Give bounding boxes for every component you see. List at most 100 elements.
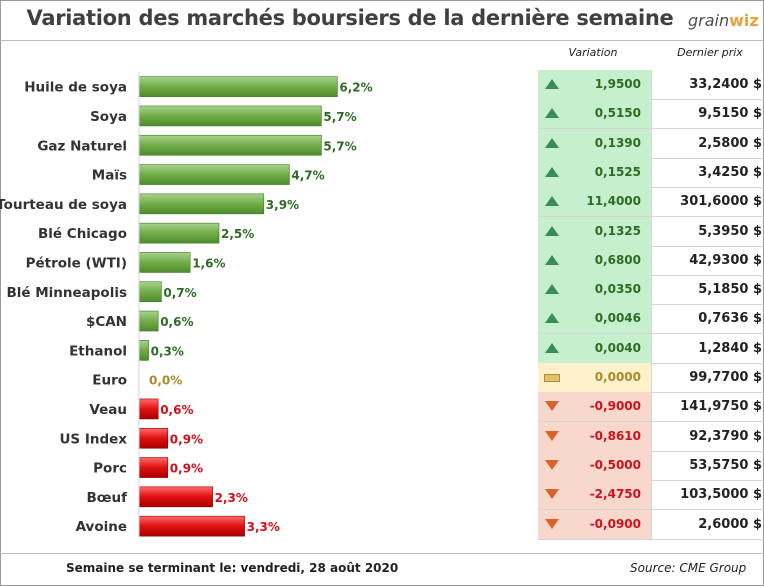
variation-cell: -0,5000 <box>538 450 651 480</box>
triangle-down-icon <box>545 489 559 500</box>
price-cell: 92,3790 $ <box>689 428 762 444</box>
value-label: 0,6% <box>160 403 193 417</box>
triangle-up-icon <box>545 284 559 295</box>
category-label: Soya <box>90 109 127 125</box>
price-cell: 5,1850 $ <box>698 282 762 298</box>
triangle-up-icon <box>545 196 559 207</box>
variation-cell: 1,9500 <box>538 70 651 99</box>
category-label: Pétrole (WTI) <box>26 255 127 271</box>
bar <box>138 105 322 127</box>
bar <box>138 76 338 97</box>
value-label: 5,7% <box>323 139 356 153</box>
variation-value: 11,4000 <box>586 194 641 209</box>
price-cell: 103,5000 $ <box>680 487 762 503</box>
triangle-down-icon <box>545 518 559 529</box>
table-column-divider <box>651 70 652 539</box>
triangle-up-icon <box>545 225 559 236</box>
value-label: 2,3% <box>215 491 248 505</box>
category-label: Blé Chicago <box>38 226 127 242</box>
source-note: Source: CME Group <box>630 561 747 575</box>
bar <box>138 252 191 273</box>
value-label: 4,7% <box>291 169 324 183</box>
triangle-up-icon <box>545 342 559 353</box>
bar <box>138 164 290 185</box>
variation-value: 0,0040 <box>594 340 641 355</box>
table-row: -0,8610 92,3790 $ <box>538 421 764 452</box>
category-label: Tourteau de soya <box>0 197 127 213</box>
variation-value: -0,8610 <box>589 428 641 443</box>
footer-divider <box>0 553 764 554</box>
variation-cell: 0,1525 <box>538 157 651 187</box>
bar <box>138 281 162 303</box>
value-label: 3,3% <box>247 520 280 534</box>
variation-cell: 0,1390 <box>538 128 651 158</box>
value-label: 5,7% <box>323 110 356 124</box>
variation-cell: 0,0000 <box>538 363 651 392</box>
bar-chart: Huile de soya 6,2% Soya 5,7% Gaz Naturel 5,7%… <box>0 72 373 537</box>
price-cell: 33,2400 $ <box>689 77 762 92</box>
variation-value: 0,0350 <box>594 282 641 297</box>
triangle-up-icon <box>545 313 559 324</box>
variation-value: 0,0046 <box>594 311 641 326</box>
category-label: Huile de soya <box>24 80 127 96</box>
value-label: 0,0% <box>149 374 182 388</box>
variation-cell: -0,8610 <box>538 421 651 451</box>
value-label: 0,6% <box>160 315 193 329</box>
category-label: $CAN <box>86 314 127 330</box>
category-label: Bœuf <box>86 490 127 506</box>
variation-value: -0,9000 <box>589 399 641 414</box>
price-cell: 42,9300 $ <box>689 252 762 268</box>
category-label: Gaz Naturel <box>37 138 127 154</box>
bar <box>138 134 322 156</box>
table-row: 11,4000 301,6000 $ <box>538 187 764 218</box>
category-label: Euro <box>92 373 127 389</box>
triangle-down-icon <box>545 401 559 412</box>
bar <box>138 427 169 449</box>
bar <box>138 457 169 478</box>
triangle-down-icon <box>545 430 559 441</box>
price-cell: 99,7700 $ <box>689 370 762 385</box>
variation-column-header: Variation <box>568 46 618 59</box>
week-ending-note: Semaine se terminant le: vendredi, 28 ao… <box>66 561 399 575</box>
variation-cell: -2,4750 <box>538 480 651 510</box>
variation-cell: 0,0046 <box>538 304 651 334</box>
table-row: 0,0040 1,2840 $ <box>538 333 764 364</box>
price-cell: 5,3950 $ <box>698 223 762 239</box>
price-column-header: Dernier prix <box>677 46 743 59</box>
category-label: Blé Minneapolis <box>6 285 127 301</box>
price-cell: 0,7636 $ <box>698 311 762 327</box>
table-row: 0,1390 2,5800 $ <box>538 128 764 159</box>
variation-cell: -0,9000 <box>538 392 651 422</box>
triangle-up-icon <box>545 166 559 177</box>
variation-cell: -0,0900 <box>538 509 651 539</box>
value-label: 0,3% <box>151 344 184 358</box>
variation-value: -2,4750 <box>589 487 641 502</box>
grainwiz-logo: grainwiz <box>688 11 759 30</box>
bar <box>138 515 245 537</box>
variation-value: 1,9500 <box>594 77 641 91</box>
price-cell: 301,6000 $ <box>680 194 762 210</box>
category-label: Ethanol <box>69 343 127 359</box>
bar <box>138 222 220 244</box>
category-label: Avoine <box>76 519 127 535</box>
value-label: 1,6% <box>192 256 225 270</box>
variation-value: 0,0000 <box>594 370 641 384</box>
triangle-up-icon <box>545 108 559 119</box>
category-label: Porc <box>93 461 127 477</box>
bar <box>138 310 159 332</box>
table-row: 0,0000 99,7700 $ <box>538 363 764 393</box>
price-cell: 3,4250 $ <box>698 164 762 180</box>
variation-value: 0,1325 <box>594 223 641 238</box>
triangle-up-icon <box>545 254 559 265</box>
price-cell: 2,6000 $ <box>698 516 762 532</box>
triangle-down-icon <box>545 459 559 470</box>
value-label: 0,9% <box>170 462 203 476</box>
value-label: 3,9% <box>266 198 299 212</box>
price-cell: 141,9750 $ <box>680 399 762 415</box>
variation-cell: 0,5150 <box>538 99 651 129</box>
variation-value: 0,6800 <box>594 252 641 267</box>
variation-cell: 0,6800 <box>538 245 651 275</box>
value-label: 0,9% <box>170 432 203 446</box>
bar <box>138 193 265 215</box>
table-row: -0,0900 2,6000 $ <box>538 509 764 540</box>
